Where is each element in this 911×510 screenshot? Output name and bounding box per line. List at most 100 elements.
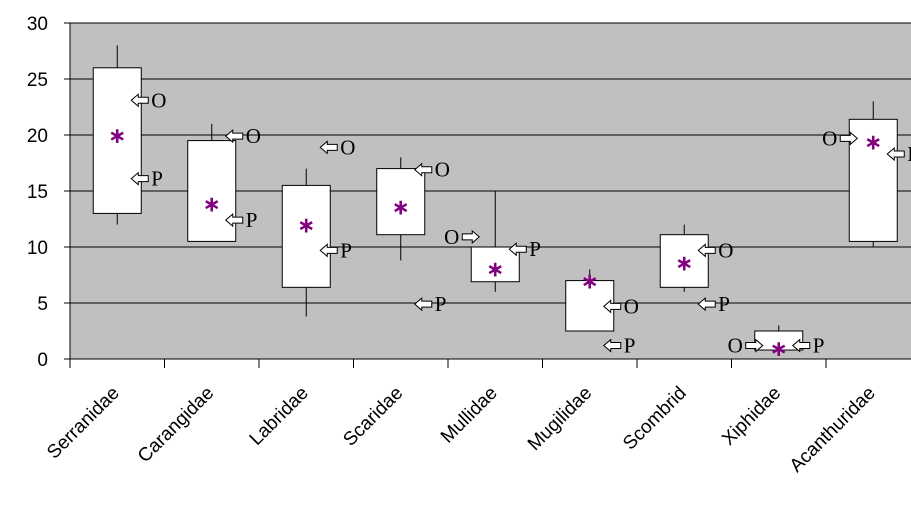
mean-marker: ∗: [297, 214, 315, 239]
marker-label: O: [340, 135, 355, 159]
box-scombrid: ∗: [659, 224, 709, 292]
box-xiphidae: ∗: [754, 325, 804, 362]
box-carangidae: ∗: [187, 123, 237, 242]
marker-label: P: [718, 292, 730, 316]
mean-marker: ∗: [486, 257, 504, 282]
box-mullidae: ∗: [470, 191, 520, 292]
x-tick-label: Mullidae: [437, 383, 502, 448]
marker-p: P: [508, 237, 541, 261]
box-rect: [659, 234, 709, 288]
arrow-left-icon: [602, 338, 622, 353]
x-axis: Serranidae Carangidae Labridae Scaridae Mull…: [43, 358, 911, 477]
marker-o: O: [224, 124, 261, 148]
box-serranidae: ∗: [92, 45, 142, 225]
arrow-left-icon: [886, 146, 905, 162]
marker-label: O: [246, 124, 261, 148]
marker-label: O: [822, 126, 837, 150]
y-tick-label: 20: [27, 126, 48, 147]
y-tick-label: 10: [27, 238, 48, 259]
marker-o: O: [822, 126, 859, 150]
marker-p: P: [602, 334, 636, 358]
marker-o: O: [728, 334, 764, 358]
box-scaridae: ∗: [376, 157, 426, 261]
marker-o: O: [697, 238, 733, 262]
box-rect: [848, 118, 898, 242]
mean-marker: ∗: [108, 124, 126, 149]
marker-label: P: [907, 142, 911, 166]
marker-p: P: [319, 238, 352, 262]
mean-marker: ∗: [392, 196, 410, 221]
marker-label: P: [340, 238, 352, 262]
marker-label: P: [435, 292, 447, 316]
marker-p: P: [224, 208, 258, 232]
x-tick-label: Xiphidae: [718, 383, 785, 450]
box-rect: [754, 330, 804, 351]
arrow-left-icon: [319, 140, 338, 155]
marker-o: O: [413, 158, 450, 182]
marker-p: P: [791, 334, 825, 358]
marker-label: O: [435, 158, 450, 182]
arrow-left-icon: [697, 297, 716, 312]
box-rect: [376, 168, 426, 236]
marker-label: O: [151, 88, 166, 112]
arrow-right-icon: [461, 229, 481, 245]
marker-label: O: [718, 238, 733, 262]
marker-p: P: [130, 167, 163, 191]
y-tick-label: 30: [27, 14, 48, 35]
x-tick-label: Carangidae: [134, 383, 218, 467]
x-tick-label: Scombrid: [619, 383, 691, 455]
arrow-left-icon: [319, 243, 338, 258]
arrow-left-icon: [413, 162, 433, 177]
marker-p: P: [413, 292, 447, 316]
arrow-left-icon: [602, 299, 622, 314]
x-tick-label: Scaridae: [339, 383, 407, 451]
marker-p: P: [697, 292, 730, 316]
arrow-left-icon: [224, 213, 244, 228]
x-tick-label: Acanthuridae: [786, 383, 880, 477]
marker-o: O: [130, 88, 166, 112]
mean-marker: ∗: [581, 270, 599, 295]
marker-label: P: [624, 334, 636, 358]
arrow-left-icon: [697, 243, 716, 258]
mean-marker: ∗: [675, 252, 693, 277]
mean-marker: ∗: [770, 337, 788, 362]
box-rect: [470, 246, 520, 283]
box-labridae: ∗: [281, 168, 331, 317]
marker-label: P: [151, 167, 163, 191]
y-tick-label: 25: [27, 70, 48, 91]
markers: OPOPOPOPOPOPOPOPOP: [130, 88, 911, 358]
marker-p: P: [886, 142, 911, 166]
marker-o: O: [602, 294, 639, 318]
arrow-right-icon: [745, 338, 764, 353]
y-tick-label: 15: [27, 182, 48, 203]
marker-label: P: [813, 334, 825, 358]
boxes: ∗ ∗ ∗ ∗ ∗ ∗ ∗ ∗ ∗: [92, 45, 898, 362]
marker-o: O: [444, 225, 481, 249]
arrow-left-icon: [224, 129, 244, 144]
box-rect: [92, 67, 142, 214]
marker-label: P: [529, 237, 541, 261]
arrow-right-icon: [839, 131, 859, 146]
y-tick-label: 0: [37, 350, 48, 371]
box-rect: [187, 140, 237, 242]
marker-label: O: [444, 225, 459, 249]
y-axis: 0 5 10 15 20 25 30: [27, 14, 71, 371]
arrow-left-icon: [508, 242, 527, 257]
x-tick-label: Labridae: [246, 383, 313, 450]
x-tick-label: Serranidae: [43, 383, 124, 464]
marker-label: O: [624, 294, 639, 318]
arrow-left-icon: [130, 171, 149, 186]
marker-label: O: [728, 334, 743, 358]
mean-marker: ∗: [203, 192, 221, 217]
marker-label: P: [246, 208, 258, 232]
arrow-left-icon: [130, 93, 149, 108]
y-tick-label: 5: [37, 294, 48, 315]
mean-marker: ∗: [864, 131, 882, 156]
box-acanthuridae: ∗: [848, 101, 898, 247]
arrow-left-icon: [413, 297, 433, 312]
box-rect: [281, 184, 331, 288]
arrow-left-icon: [791, 338, 811, 353]
marker-o: O: [319, 135, 355, 159]
x-tick-label: Mugilidae: [524, 383, 596, 455]
